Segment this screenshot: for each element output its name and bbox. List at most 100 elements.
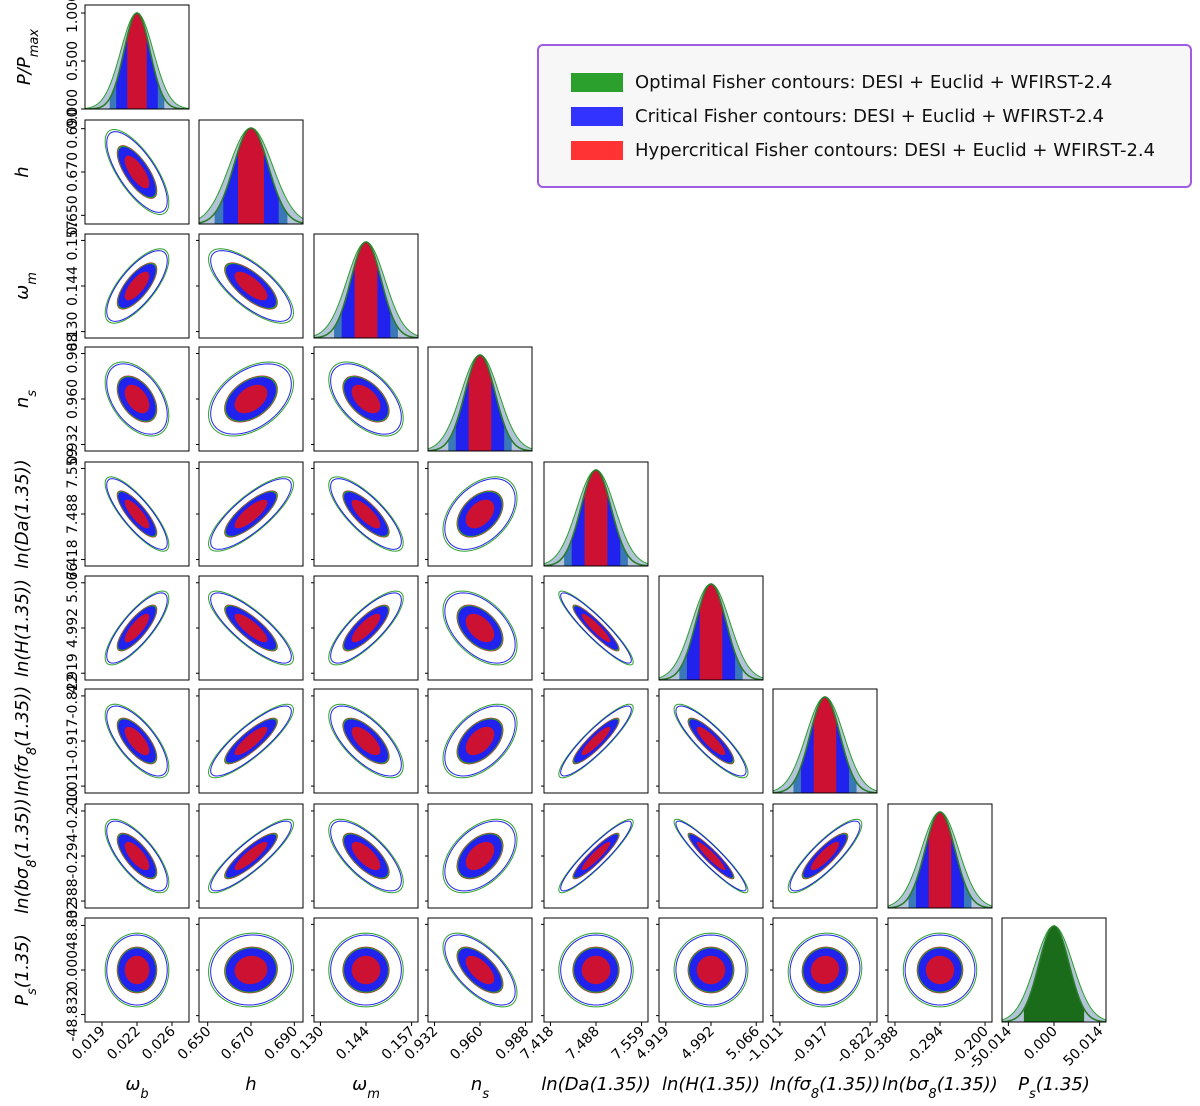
y-tick-label: 0.988 <box>65 333 81 373</box>
panel-lnDa-h <box>196 461 304 567</box>
ellipse-2sigma-1 <box>444 820 516 892</box>
ellipse-1sigma-hypercritical <box>124 613 150 643</box>
ellipse-2sigma-0 <box>328 818 404 894</box>
ellipse-2sigma-1 <box>210 250 292 322</box>
ellipse-2sigma-1 <box>210 363 292 435</box>
panel-content <box>104 129 170 215</box>
panel-frame <box>887 803 993 909</box>
panel-content <box>558 932 634 1008</box>
x-tick-label: 0.000 <box>1021 1024 1061 1064</box>
ellipse-1sigma-hypercritical <box>124 499 150 529</box>
ellipse-2sigma-0 <box>104 703 170 779</box>
y-tick-label: -0.200 <box>65 788 81 833</box>
ellipse-2sigma-0 <box>208 248 294 324</box>
ellipse-2sigma-1 <box>106 592 168 664</box>
ellipse-2sigma-0 <box>558 703 634 779</box>
panel-content <box>104 248 170 324</box>
ellipse-2sigma-1 <box>444 478 516 550</box>
pdf-fill-hypercritical <box>584 470 608 566</box>
ellipse-1sigma-hypercritical <box>234 955 268 985</box>
panel-lnbs8-h <box>196 803 304 909</box>
legend: Optimal Fisher contours: DESI + Euclid +… <box>537 44 1192 188</box>
ellipse-1sigma-hypercritical <box>696 726 726 756</box>
ellipse-2sigma-0 <box>104 361 170 437</box>
panel-content <box>673 932 749 1008</box>
panel-content <box>104 818 170 894</box>
ellipse-2sigma-1 <box>106 363 168 435</box>
y-axis-label-lnfs8: ln(fσ8(1.35)) <box>12 686 40 797</box>
ellipse-1sigma-hypercritical <box>234 499 268 529</box>
ellipse-2sigma-0 <box>104 590 170 666</box>
ellipse-2sigma-0 <box>787 818 863 894</box>
ellipse-2sigma-1 <box>330 820 402 892</box>
ellipse-1sigma-hypercritical <box>465 955 495 985</box>
legend-item-hypercritical: Hypercritical Fisher contours: DESI + Eu… <box>571 137 1155 163</box>
y-tick-label: 0.000 <box>65 950 81 990</box>
ellipse-2sigma-1 <box>330 363 402 435</box>
panel-content <box>208 932 294 1008</box>
ellipse-2sigma-1 <box>444 934 516 1006</box>
ellipse-2sigma-1 <box>106 250 168 322</box>
ellipse-2sigma-1 <box>330 478 402 550</box>
y-tick-label: 0.932 <box>65 424 81 464</box>
panel-lnbs8-lnfs8 <box>770 803 878 909</box>
panel-content <box>199 127 303 224</box>
pdf-curve <box>773 696 877 793</box>
ellipse-2sigma-1 <box>789 934 861 1006</box>
panel-content <box>104 932 170 1008</box>
panel-content <box>104 476 170 552</box>
panel-frame <box>543 461 649 567</box>
x-axis-label-lnfs8: ln(fσ8(1.35)) <box>770 1074 881 1102</box>
ellipse-1sigma-hypercritical <box>124 955 150 985</box>
panel-content <box>673 703 749 779</box>
ellipse-1sigma-hypercritical <box>234 726 268 756</box>
y-axis-label-Ps: Ps(1.35) <box>12 934 40 1006</box>
panel-lnDa-lnDa <box>543 461 649 567</box>
ellipse-2sigma-0 <box>558 932 634 1008</box>
pdf-curve <box>1002 925 1106 1022</box>
ellipse-2sigma-0 <box>328 703 404 779</box>
ellipse-2sigma-0 <box>787 932 863 1008</box>
ellipse-1sigma-hypercritical <box>124 384 150 414</box>
pdf-curve <box>544 469 648 566</box>
panel-content <box>208 248 294 324</box>
y-tick-label: -1.011 <box>65 764 81 809</box>
ellipse-2sigma-1 <box>789 820 861 892</box>
ellipse-2sigma-1 <box>210 820 292 892</box>
ellipse-2sigma-0 <box>442 476 518 552</box>
ellipse-2sigma-0 <box>673 703 749 779</box>
panel-content <box>659 583 763 680</box>
legend-label-optimal: Optimal Fisher contours: DESI + Euclid +… <box>635 71 1113 93</box>
x-axis-label-lnbs8: ln(bσ8(1.35)) <box>882 1074 998 1102</box>
panel-ns-wm <box>311 346 419 452</box>
ellipse-2sigma-0 <box>104 932 170 1008</box>
ellipse-2sigma-0 <box>558 590 634 666</box>
ellipse-2sigma-1 <box>675 934 747 1006</box>
x-tick-label: 0.022 <box>104 1024 144 1064</box>
ellipse-1sigma-hypercritical <box>124 271 150 301</box>
panel-content <box>558 818 634 894</box>
ellipse-1sigma-hypercritical <box>351 726 381 756</box>
x-axis-label-Ps: Ps(1.35) <box>1018 1074 1090 1102</box>
legend-swatch-critical <box>571 106 623 126</box>
pdf-curve <box>314 241 418 338</box>
panel-lnbs8-lnDa <box>541 803 649 909</box>
ellipse-2sigma-1 <box>675 705 747 777</box>
ellipse-1sigma-hypercritical <box>465 499 495 529</box>
panel-Ps-lnbs8: -0.388 -0.294 -0.200 <box>859 917 993 1067</box>
ellipse-2sigma-1 <box>675 820 747 892</box>
ellipse-1sigma-hypercritical <box>925 955 955 985</box>
panel-lnfs8-lnDa <box>541 688 649 794</box>
ellipse-2sigma-0 <box>328 476 404 552</box>
x-tick-label: 7.488 <box>563 1024 603 1064</box>
ellipse-1sigma-hypercritical <box>581 613 611 643</box>
ellipse-1sigma-hypercritical <box>124 155 150 189</box>
panel-content <box>442 703 518 779</box>
ellipse-2sigma-0 <box>104 248 170 324</box>
y-axis-label-wm: ωm <box>12 272 40 300</box>
panel-Ps-lnDa: 7.418 7.488 7.559 <box>518 917 649 1064</box>
ellipse-2sigma-0 <box>208 361 294 437</box>
panel-frame <box>198 119 304 225</box>
y-tick-label: 0.500 <box>65 41 81 81</box>
ellipse-2sigma-0 <box>104 129 170 215</box>
